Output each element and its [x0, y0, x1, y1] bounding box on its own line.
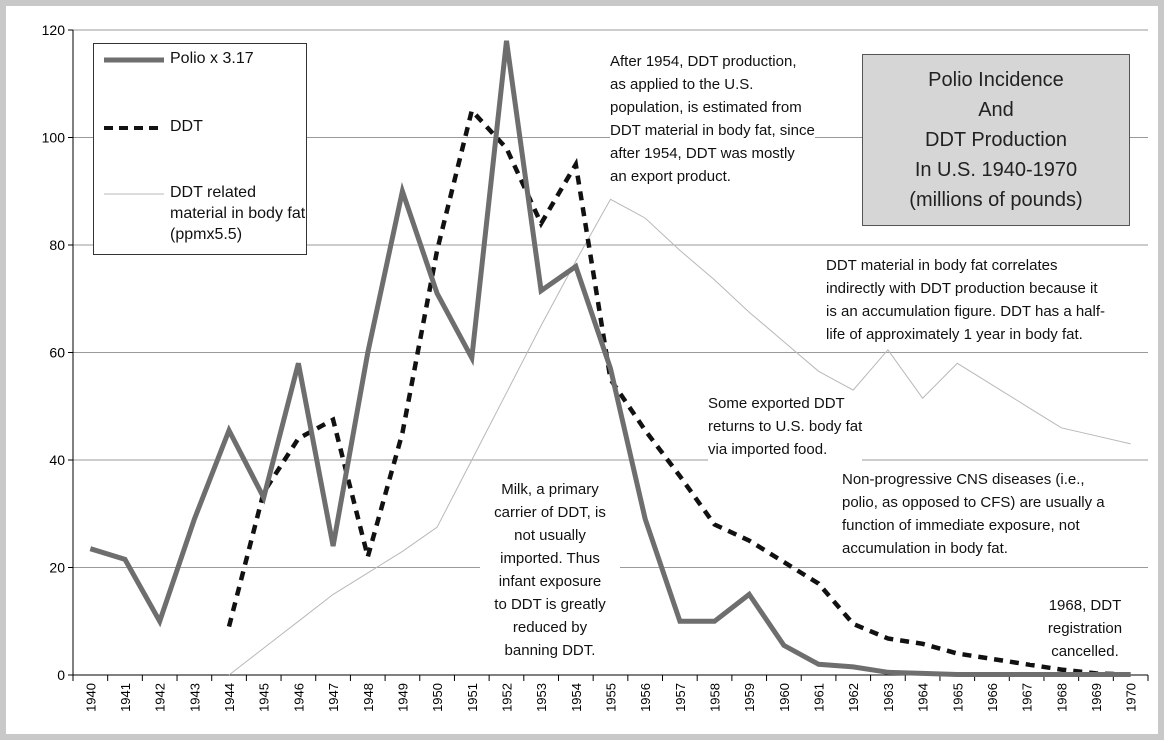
- series-line-thin: [228, 198, 1131, 676]
- title-line-4: In U.S. 1940-1970: [914, 159, 1078, 181]
- x-tick-label: 1946: [291, 683, 306, 712]
- annotation-line: registration: [1047, 620, 1123, 637]
- annotation-line: to DDT is greatly: [494, 596, 606, 613]
- title-line-5: (millions of pounds): [909, 189, 1083, 211]
- x-tick-label: 1952: [499, 683, 514, 712]
- series-line-solid-thick: [89, 40, 1131, 677]
- title-line-2: And: [978, 99, 1014, 121]
- x-tick-label: 1951: [465, 683, 480, 712]
- legend-swatch-ddt: [104, 126, 164, 130]
- y-tick-label: 20: [49, 560, 65, 576]
- annotation-line: cancelled.: [1051, 643, 1119, 660]
- annotation-non-progressive: Non-progressive CNS diseases (i.e., poli…: [842, 468, 1105, 560]
- annotation-line: Some exported DDT: [708, 395, 845, 412]
- annotation-line: an export product.: [610, 168, 731, 185]
- y-tick-label: 100: [42, 130, 66, 146]
- annotation-line: accumulation in body fat.: [842, 540, 1008, 557]
- annotation-line: After 1954, DDT production,: [610, 53, 797, 70]
- annotation-line: population, is estimated from: [610, 99, 802, 116]
- series-line-dashed: [226, 105, 1131, 677]
- x-tick-label: 1948: [361, 683, 376, 712]
- legend-label-polio: Polio x 3.17: [170, 50, 254, 67]
- x-tick-label: 1949: [395, 683, 410, 712]
- annotation-line: infant exposure: [498, 573, 602, 590]
- annotation-line: polio, as opposed to CFS) are usually a: [842, 494, 1105, 511]
- annotation-line: indirectly with DDT production because i…: [826, 280, 1098, 297]
- y-tick-label: 60: [49, 345, 65, 361]
- annotation-line: function of immediate exposure, not: [842, 517, 1080, 534]
- axes: 0 20 40 60 80 100 120 1940 1941 1942 1943 1944 1945 1…: [42, 22, 1149, 712]
- x-tick-label: 1967: [1020, 683, 1035, 712]
- title-line-3: DDT Production: [925, 129, 1067, 151]
- series-lines: [89, 40, 1131, 677]
- annotation-line: DDT material in body fat, since: [610, 122, 815, 139]
- x-tick-label: 1954: [569, 683, 584, 712]
- title-line-1: Polio Incidence: [928, 69, 1064, 91]
- x-tick-label: 1957: [673, 683, 688, 712]
- x-tick-label: 1950: [430, 683, 445, 712]
- legend-label-bodyfat: DDT related material in body fat (ppmx5.…: [170, 184, 306, 243]
- annotation-line: after 1954, DDT was mostly: [610, 145, 795, 162]
- annotation-line: via imported food.: [708, 441, 828, 458]
- x-tick-label: 1942: [153, 683, 168, 712]
- x-tick-label: 1940: [83, 683, 98, 712]
- annotation-line: not usually: [514, 527, 586, 544]
- annotation-line: as applied to the U.S.: [610, 76, 754, 93]
- annotation-line: DDT material in body fat correlates: [826, 257, 1058, 274]
- annotation-body-fat: DDT material in body fat correlates indi…: [826, 254, 1106, 346]
- x-tick-label: 1970: [1124, 683, 1139, 712]
- y-tick-label: 0: [57, 667, 65, 683]
- x-tick-label: 1961: [812, 683, 827, 712]
- annotation-line: imported. Thus: [500, 550, 600, 567]
- annotation-line: Milk, a primary: [501, 481, 599, 498]
- annotation-line: 1968, DDT: [1048, 597, 1122, 614]
- annotation-line: Non-progressive CNS diseases (i.e.,: [842, 471, 1085, 488]
- legend: Polio x 3.17 DDT DDT related material in…: [93, 43, 307, 255]
- x-tick-label: 1945: [257, 683, 272, 712]
- x-tick-label: 1962: [846, 683, 861, 712]
- legend-label-ddt: DDT: [170, 118, 203, 135]
- annotation-line: returns to U.S. body fat: [708, 418, 863, 435]
- y-tick-label: 120: [42, 22, 66, 38]
- y-tick-label: 80: [49, 237, 65, 253]
- legend-swatch-polio: [104, 57, 164, 63]
- x-tick-label: 1947: [326, 683, 341, 712]
- legend-swatch-bodyfat: [104, 193, 164, 195]
- x-tick-label: 1969: [1089, 683, 1104, 712]
- annotation-line: reduced by: [512, 619, 588, 636]
- annotation-milk: Milk, a primary carrier of DDT, is not u…: [480, 478, 620, 662]
- x-tick-label: 1943: [187, 683, 202, 712]
- y-tick-label: 40: [49, 452, 65, 468]
- x-tick-label: 1955: [604, 683, 619, 712]
- x-tick-label: 1958: [708, 683, 723, 712]
- annotation-line: life of approximately 1 year in body fat…: [826, 326, 1083, 343]
- x-tick-label: 1965: [950, 683, 965, 712]
- annotation-exported: Some exported DDT returns to U.S. body f…: [708, 392, 863, 461]
- chart-title-box: Polio Incidence And DDT Production In U.…: [862, 54, 1130, 226]
- x-tick-label: 1953: [534, 683, 549, 712]
- annotation-line: is an accumulation figure. DDT has a hal…: [826, 303, 1106, 320]
- annotation-after-1954: After 1954, DDT production, as applied t…: [610, 50, 815, 188]
- annotation-registration-1968: 1968, DDT registration cancelled.: [1030, 594, 1140, 663]
- x-tick-label: 1959: [742, 683, 757, 712]
- x-tick-label: 1963: [881, 683, 896, 712]
- annotation-line: carrier of DDT, is: [494, 504, 606, 521]
- annotation-line: banning DDT.: [504, 642, 596, 659]
- x-tick-label: 1941: [118, 683, 133, 712]
- x-tick-label: 1956: [638, 683, 653, 712]
- x-tick-label: 1968: [1054, 683, 1069, 712]
- x-tick-label: 1964: [916, 683, 931, 712]
- x-tick-label: 1966: [985, 683, 1000, 712]
- x-tick-label: 1944: [222, 683, 237, 712]
- x-tick-label: 1960: [777, 683, 792, 712]
